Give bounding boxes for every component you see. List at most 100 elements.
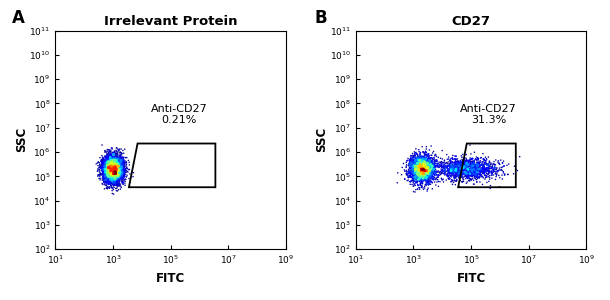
- Point: [107, 177, 117, 182]
- Point: [422, 168, 431, 172]
- Point: [422, 172, 431, 177]
- Point: [423, 156, 433, 161]
- Point: [421, 165, 431, 170]
- Point: [106, 165, 116, 170]
- Point: [108, 167, 118, 172]
- Point: [98, 157, 108, 161]
- Point: [436, 164, 446, 169]
- Point: [418, 164, 428, 169]
- Point: [109, 169, 118, 173]
- Point: [103, 169, 113, 173]
- Point: [112, 175, 121, 180]
- Point: [422, 169, 432, 174]
- Point: [415, 162, 425, 167]
- Point: [409, 160, 418, 165]
- Point: [106, 164, 115, 168]
- Point: [415, 165, 425, 170]
- Point: [119, 160, 129, 165]
- Point: [421, 182, 431, 187]
- Point: [426, 168, 436, 173]
- Point: [121, 167, 131, 172]
- Point: [112, 169, 121, 174]
- Point: [106, 162, 116, 167]
- Point: [422, 167, 432, 172]
- Point: [445, 158, 454, 163]
- Point: [480, 161, 490, 166]
- Point: [119, 178, 129, 183]
- Point: [418, 172, 428, 177]
- Point: [419, 167, 429, 172]
- Point: [418, 160, 428, 165]
- Point: [112, 164, 122, 169]
- Point: [467, 168, 477, 172]
- Point: [458, 169, 468, 173]
- Point: [106, 157, 115, 161]
- Point: [412, 164, 422, 169]
- Point: [103, 170, 113, 175]
- Point: [422, 164, 432, 169]
- Point: [466, 160, 476, 165]
- Point: [425, 160, 434, 165]
- Point: [108, 167, 118, 172]
- Point: [412, 170, 422, 175]
- Point: [418, 169, 428, 173]
- Point: [111, 157, 121, 162]
- Point: [102, 153, 112, 158]
- Point: [109, 176, 118, 181]
- Point: [98, 174, 108, 179]
- Point: [418, 174, 428, 179]
- Point: [410, 169, 420, 174]
- Point: [115, 176, 125, 181]
- Point: [409, 149, 419, 154]
- Point: [114, 162, 124, 167]
- Point: [482, 156, 492, 161]
- Point: [99, 166, 109, 171]
- Point: [410, 165, 420, 170]
- Point: [108, 170, 118, 175]
- Point: [104, 173, 113, 178]
- Point: [110, 161, 120, 166]
- Point: [475, 175, 484, 179]
- Point: [421, 171, 431, 176]
- Point: [105, 175, 115, 179]
- Point: [420, 164, 430, 169]
- Point: [113, 169, 123, 173]
- Point: [103, 167, 113, 171]
- Point: [109, 163, 119, 167]
- Point: [106, 169, 115, 174]
- Point: [425, 168, 434, 172]
- Point: [114, 174, 124, 178]
- Point: [101, 167, 111, 172]
- Point: [109, 161, 119, 166]
- Point: [415, 155, 425, 160]
- Point: [112, 164, 122, 168]
- Point: [477, 167, 487, 172]
- Point: [426, 162, 436, 167]
- Point: [409, 178, 419, 183]
- Point: [425, 159, 434, 164]
- Point: [120, 160, 129, 165]
- Point: [430, 167, 440, 171]
- Point: [423, 163, 432, 168]
- Point: [466, 178, 476, 183]
- Point: [105, 153, 115, 158]
- Point: [106, 174, 116, 178]
- Point: [409, 164, 419, 169]
- Point: [108, 173, 118, 178]
- Point: [101, 169, 111, 174]
- Point: [456, 164, 465, 168]
- Point: [103, 171, 113, 176]
- Point: [404, 171, 414, 176]
- Point: [104, 173, 114, 178]
- Point: [425, 157, 435, 161]
- Point: [93, 169, 102, 174]
- Point: [419, 166, 429, 170]
- Point: [107, 160, 117, 164]
- Point: [403, 171, 413, 176]
- Point: [112, 165, 121, 170]
- Point: [112, 164, 122, 169]
- Point: [104, 158, 114, 163]
- Point: [423, 160, 433, 165]
- Point: [107, 167, 117, 172]
- Point: [103, 176, 113, 180]
